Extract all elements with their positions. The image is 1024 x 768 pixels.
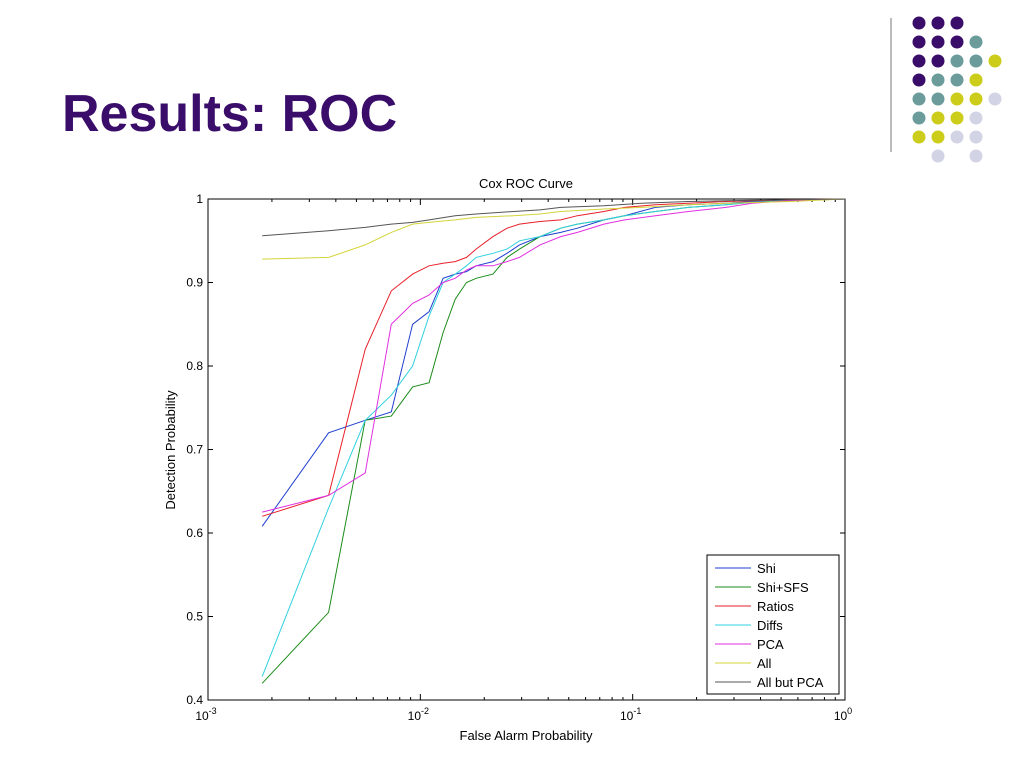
decorative-dot — [988, 92, 1002, 106]
decorative-dot — [969, 149, 983, 163]
decorative-dot — [950, 16, 964, 30]
x-tick-label: 10-3 — [195, 706, 216, 723]
decorative-dot — [931, 16, 945, 30]
decorative-dot — [912, 73, 926, 87]
y-tick-label: 0.9 — [186, 276, 203, 290]
decorative-dot — [988, 54, 1002, 68]
decorative-dot — [931, 149, 945, 163]
decorative-dot — [950, 130, 964, 144]
chart-title: Cox ROC Curve — [479, 176, 573, 191]
y-tick-label: 0.8 — [186, 359, 203, 373]
decorative-dot — [931, 35, 945, 49]
decorative-dot — [931, 54, 945, 68]
slide-title: Results: ROC — [62, 85, 398, 143]
decorative-dot — [931, 130, 945, 144]
legend-label: Shi — [757, 561, 776, 576]
decorative-dot — [969, 130, 983, 144]
x-tick-label: 10-1 — [620, 706, 641, 723]
y-tick-label: 0.5 — [186, 610, 203, 624]
decorative-dot — [969, 73, 983, 87]
decorative-dot — [969, 92, 983, 106]
decorative-dot — [912, 16, 926, 30]
legend-label: Ratios — [757, 599, 794, 614]
chart-legend: Shi Shi+SFS Ratios Diffs PCA All All but PCA — [706, 554, 840, 695]
legend-label: All but PCA — [757, 675, 824, 690]
y-tick-label: 0.6 — [186, 526, 203, 540]
y-tick-label: 0.4 — [186, 693, 203, 707]
legend-label: Diffs — [757, 618, 783, 633]
y-axis-label: Detection Probability — [163, 390, 178, 510]
decorative-dot — [931, 73, 945, 87]
series-line-all — [262, 198, 846, 260]
series-line-ratios — [262, 198, 846, 517]
decorative-dot — [950, 73, 964, 87]
decorative-dot — [912, 92, 926, 106]
series-line-pca — [262, 198, 846, 513]
x-axis-label: False Alarm Probability — [460, 728, 593, 743]
decorative-dot — [969, 35, 983, 49]
decorative-dot-grid — [890, 16, 1002, 163]
y-tick-label: 1 — [196, 192, 203, 206]
decorative-dot — [969, 111, 983, 125]
decorative-dot — [950, 35, 964, 49]
decorative-dot — [912, 54, 926, 68]
decorative-dot — [931, 92, 945, 106]
legend-label: PCA — [757, 637, 784, 652]
decorative-dot — [950, 54, 964, 68]
series-line-all-but-pca — [262, 198, 846, 237]
series-lines — [261, 198, 846, 684]
decorative-dot — [969, 54, 983, 68]
decorative-dot — [950, 92, 964, 106]
x-tick-label: 100 — [834, 706, 852, 723]
legend-label: Shi+SFS — [757, 580, 809, 595]
decorative-dot — [912, 130, 926, 144]
x-tick-label: 10-2 — [408, 706, 429, 723]
decorative-dot — [950, 111, 964, 125]
y-tick-label: 0.7 — [186, 443, 203, 457]
legend-label: All — [757, 656, 772, 671]
series-line-diffs — [261, 198, 846, 677]
decorative-dot — [912, 35, 926, 49]
decorative-dot — [931, 111, 945, 125]
decorative-dot — [912, 111, 926, 125]
